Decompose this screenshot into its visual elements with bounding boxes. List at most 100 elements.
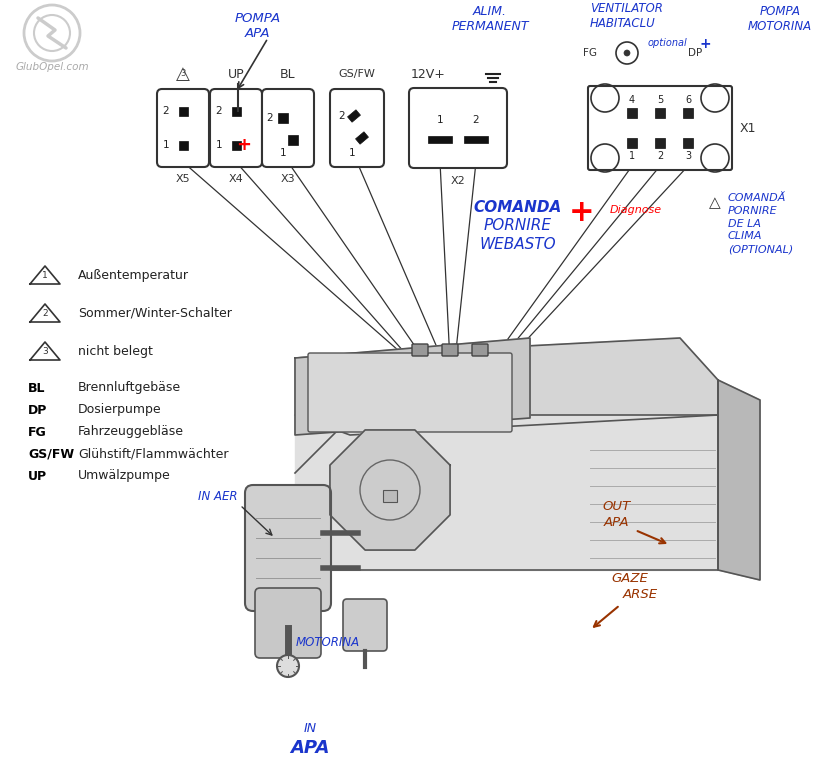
Polygon shape [355,132,369,144]
FancyBboxPatch shape [330,89,384,167]
Text: 12V+: 12V+ [410,68,446,81]
Text: WEBASTO: WEBASTO [480,237,556,252]
FancyBboxPatch shape [262,89,314,167]
Text: BL: BL [280,68,296,81]
Bar [288,135,298,145]
Text: 6: 6 [685,95,691,105]
Text: Glühstift/Flammwächter: Glühstift/Flammwächter [78,448,229,461]
Text: UP: UP [28,469,48,482]
Text: 3: 3 [42,347,48,356]
Bar [179,107,188,115]
Text: 1: 1 [629,151,635,161]
Text: +: + [699,37,711,51]
Text: IN AER: IN AER [198,491,238,504]
Text: 2: 2 [473,115,479,125]
Text: 1: 1 [215,140,222,150]
FancyBboxPatch shape [412,344,428,356]
Bar [232,141,241,150]
Polygon shape [347,110,360,122]
Text: 2: 2 [266,113,273,123]
Bar [655,138,665,148]
Text: GAZE: GAZE [612,571,649,584]
Polygon shape [295,415,718,570]
Bar [464,136,488,143]
Text: X2: X2 [450,176,465,186]
Text: IN: IN [303,721,317,734]
Text: ARSE: ARSE [622,588,658,601]
Bar [627,138,637,148]
Bar [683,138,693,148]
Text: 3: 3 [180,69,186,78]
Text: ALIM.
PERMANENT: ALIM. PERMANENT [451,5,529,33]
Text: Fahrzeuggebläse: Fahrzeuggebläse [78,425,184,439]
Text: 1: 1 [162,140,169,150]
Bar [383,490,397,502]
Text: Umwälzpumpe: Umwälzpumpe [78,469,170,482]
Text: nicht belegt: nicht belegt [78,345,153,357]
Text: Sommer/Winter-Schalter: Sommer/Winter-Schalter [78,306,232,319]
Text: 1: 1 [348,148,355,158]
Text: X1: X1 [740,121,757,134]
Bar [655,108,665,118]
Text: DP: DP [688,48,702,58]
FancyBboxPatch shape [409,88,507,168]
Circle shape [624,50,630,56]
Text: COMANDA: COMANDA [474,200,562,215]
Bar [428,136,452,143]
Polygon shape [295,338,718,435]
Text: Außentemperatur: Außentemperatur [78,269,189,282]
Text: DP: DP [28,403,48,416]
Text: Diagnose: Diagnose [610,205,662,215]
FancyBboxPatch shape [157,89,209,167]
Polygon shape [718,380,760,580]
Text: FG: FG [583,48,597,58]
Text: 5: 5 [657,95,663,105]
Text: 2: 2 [162,106,169,116]
Polygon shape [295,338,530,435]
Text: PORNIRE: PORNIRE [484,218,552,233]
Text: FG: FG [28,425,47,439]
Circle shape [277,655,299,677]
FancyBboxPatch shape [210,89,262,167]
Text: POMPA
APA: POMPA APA [235,12,281,40]
Polygon shape [330,430,450,550]
FancyBboxPatch shape [588,86,732,170]
Text: APA: APA [604,515,630,528]
Text: COMANDĂ
PORNIRE
DE LA
CLIMA
(OPTIONAL): COMANDĂ PORNIRE DE LA CLIMA (OPTIONAL) [728,193,794,254]
Text: 1: 1 [279,148,286,158]
Text: 2: 2 [43,310,48,319]
Text: GlubOpel.com: GlubOpel.com [16,62,88,72]
FancyBboxPatch shape [343,599,387,651]
Text: MOTORINA: MOTORINA [296,635,360,648]
FancyBboxPatch shape [472,344,488,356]
Text: APA: APA [290,739,330,757]
Text: POMPA
MOTORINA: POMPA MOTORINA [748,5,812,33]
Text: △: △ [709,195,721,210]
Bar [627,108,637,118]
Text: 1: 1 [42,272,48,280]
Text: 2: 2 [657,151,663,161]
Text: +: + [569,198,595,227]
Text: X5: X5 [176,174,190,184]
Text: 3: 3 [685,151,691,161]
Bar [683,108,693,118]
Text: △: △ [176,65,190,83]
Text: X4: X4 [229,174,243,184]
Bar [278,113,288,123]
Text: GS/FW: GS/FW [28,448,75,461]
Text: 2: 2 [215,106,222,116]
Text: 2: 2 [338,111,345,121]
Text: BL: BL [28,382,46,395]
Text: Brennluftgebäse: Brennluftgebäse [78,382,181,395]
Text: UP: UP [228,68,244,81]
FancyBboxPatch shape [255,588,321,658]
FancyBboxPatch shape [442,344,458,356]
Bar [179,141,188,150]
Text: optional: optional [648,38,688,48]
Bar [232,107,241,115]
FancyBboxPatch shape [245,485,331,611]
Text: 4: 4 [629,95,635,105]
Text: OUT: OUT [603,499,631,512]
Text: VENTILATOR
HABITACLU: VENTILATOR HABITACLU [590,2,663,30]
Text: Dosierpumpe: Dosierpumpe [78,403,161,416]
